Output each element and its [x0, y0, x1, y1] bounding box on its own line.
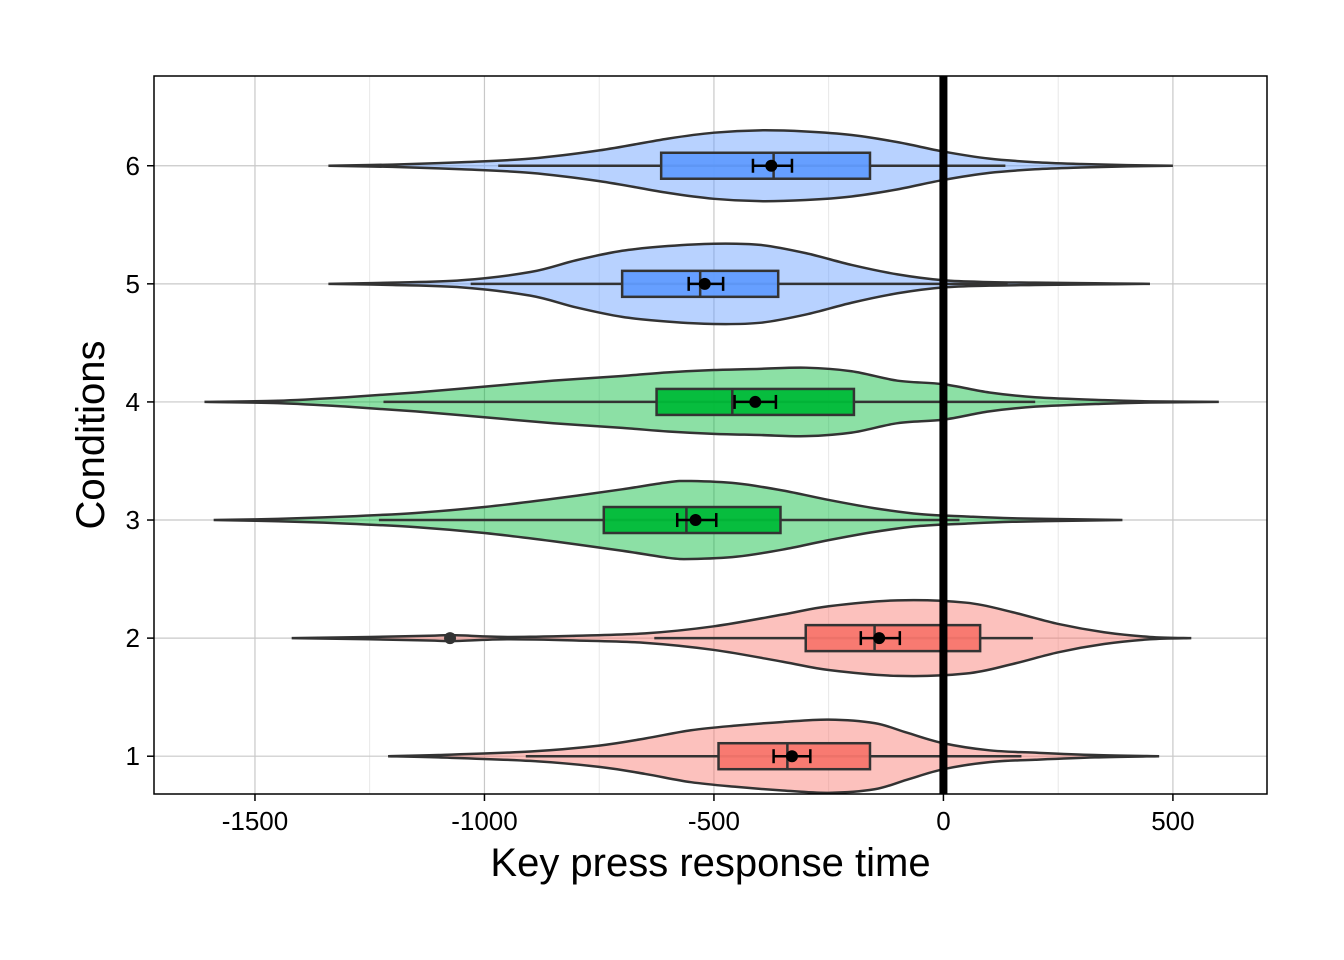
y-tick-label: 6 — [126, 151, 140, 181]
x-axis: -1500 -1000 -500 0 500 — [222, 794, 1195, 836]
condition-4-group — [204, 366, 1219, 438]
mean-point-6 — [765, 159, 778, 172]
plot-panel-border — [153, 75, 1268, 795]
condition-6-group — [328, 129, 1173, 203]
condition-2-group — [291, 598, 1192, 678]
condition-1-group — [388, 718, 1160, 795]
mean-point-3 — [689, 514, 702, 527]
x-tick-label: 500 — [1151, 806, 1194, 836]
y-tick-label: 2 — [126, 623, 140, 653]
mean-point-5 — [698, 277, 711, 290]
x-tick-label: 0 — [936, 806, 950, 836]
x-tick-label: -1000 — [451, 806, 518, 836]
y-tick-label: 4 — [126, 387, 140, 417]
y-axis-title: Conditions — [69, 340, 113, 529]
outlier-point — [444, 632, 457, 645]
violins — [204, 129, 1219, 795]
y-tick-label: 1 — [126, 741, 140, 771]
mean-point-4 — [749, 395, 762, 408]
x-axis-title: Key press response time — [490, 841, 930, 885]
y-tick-label: 5 — [126, 269, 140, 299]
x-tick-label: -500 — [688, 806, 740, 836]
y-tick-label: 3 — [126, 505, 140, 535]
mean-point-1 — [785, 750, 798, 763]
condition-5-group — [328, 242, 1150, 326]
x-tick-label: -1500 — [222, 806, 289, 836]
condition-3-group — [213, 479, 1123, 561]
y-axis: 1 2 3 4 5 6 — [126, 151, 154, 771]
mean-point-2 — [873, 632, 886, 645]
